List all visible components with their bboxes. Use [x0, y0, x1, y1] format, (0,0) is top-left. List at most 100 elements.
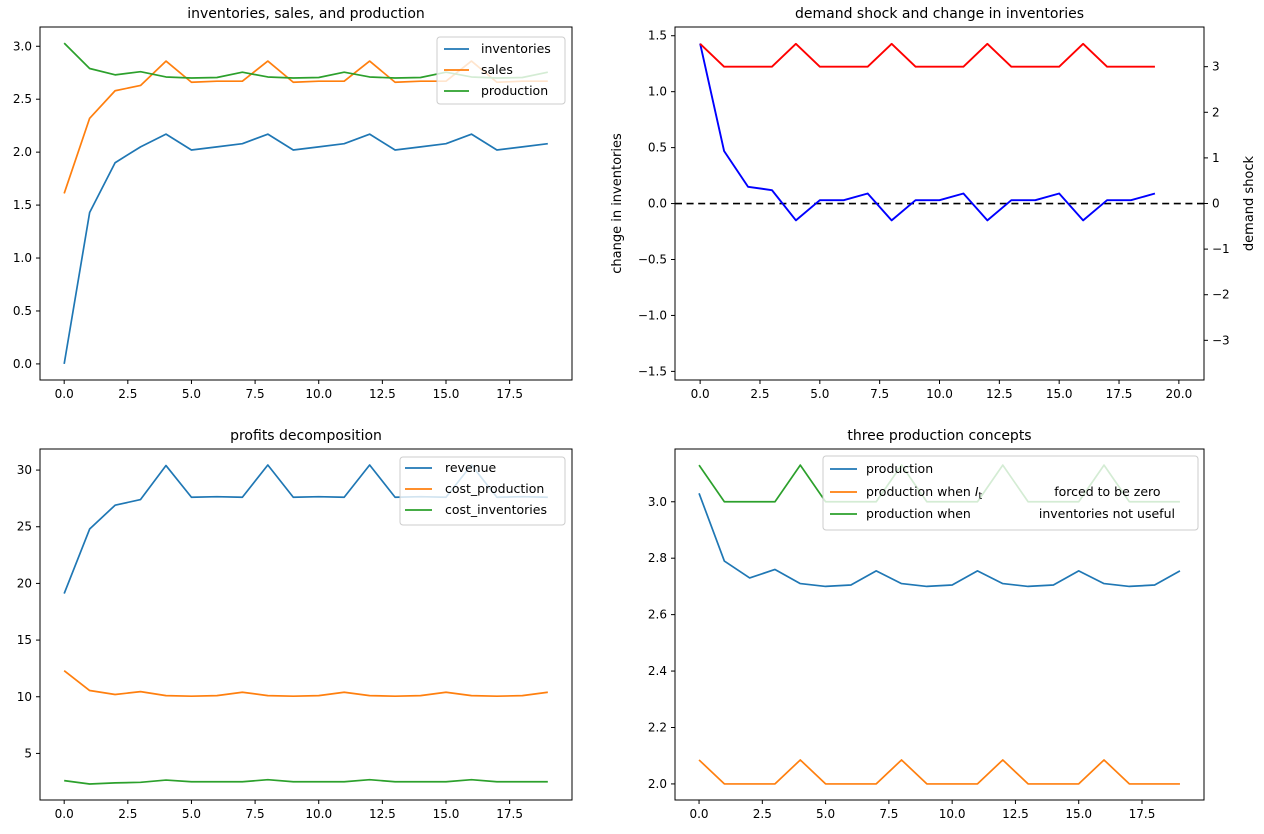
legend-label: production when It forced to be zero [866, 484, 1161, 502]
y-right-tick-label: 2 [1212, 105, 1220, 119]
y-right-tick-label: 1 [1212, 151, 1220, 165]
x-tick-label: 12.5 [369, 387, 396, 401]
legend-label: cost_inventories [445, 502, 547, 517]
x-tick-label: 5.0 [182, 807, 201, 821]
y-tick-label: 1.0 [13, 251, 32, 265]
x-tick-label: 0.0 [691, 387, 710, 401]
x-tick-label: 10.0 [305, 807, 332, 821]
subplot-three_production_concepts: 0.0 2.5 5.0 7.5 10.0 12.5 15.0 17.5 2.0 2.2 2.4 2.6… [648, 428, 1205, 821]
y-tick-label: 1.5 [13, 198, 32, 212]
y-tick-label: 2.6 [648, 608, 667, 622]
y-tick-label: 20 [17, 576, 32, 590]
x-tick-label: 15.0 [433, 807, 460, 821]
subplot-profits_decomposition: 0.0 2.5 5.0 7.5 10.0 12.5 15.0 17.5 5 10 15 20 25 30 p… [17, 428, 573, 821]
y-right-tick-label: −2 [1212, 288, 1230, 302]
x-tick-label: 15.0 [1065, 807, 1092, 821]
y-tick-label: 2.0 [13, 145, 32, 159]
y-tick-label: −0.5 [638, 252, 667, 266]
x-tick-label: 15.0 [433, 387, 460, 401]
series-line-inventories [63, 133, 548, 365]
x-tick-label: 10.0 [939, 807, 966, 821]
legend-label: production when inventories not useful [866, 506, 1175, 521]
x-tick-label: 0.0 [689, 807, 708, 821]
y-tick-label: 2.4 [648, 664, 667, 678]
x-tick-label: 2.5 [750, 387, 769, 401]
y-tick-label: −1.5 [638, 364, 667, 378]
x-tick-label: 5.0 [816, 807, 835, 821]
y-tick-label: 2.0 [648, 777, 667, 791]
x-tick-label: 7.5 [870, 387, 889, 401]
x-tick-label: 10.0 [305, 387, 332, 401]
legend-label: cost_production [445, 481, 544, 496]
y-tick-label: 2.8 [648, 551, 667, 565]
x-tick-label: 17.5 [1129, 807, 1156, 821]
y-tick-label: 2.5 [13, 92, 32, 106]
y-tick-label: 5 [24, 746, 32, 760]
series-line-production [698, 493, 1181, 588]
y-tick-label: 25 [17, 520, 32, 534]
x-tick-label: 2.5 [753, 807, 772, 821]
plot-border [674, 448, 1205, 801]
y-right-tick-label: 0 [1212, 197, 1220, 211]
y-tick-label: 3.0 [13, 39, 32, 53]
x-tick-label: 12.5 [1002, 807, 1029, 821]
x-tick-label: 2.5 [118, 387, 137, 401]
x-tick-label: 17.5 [1106, 387, 1133, 401]
legend-box [399, 456, 566, 526]
y-tick-label: 10 [17, 690, 32, 704]
legend-box [436, 36, 566, 105]
y-tick-label: 15 [17, 633, 32, 647]
x-tick-label: 15.0 [1046, 387, 1073, 401]
subplot-demand_shock_change_inventories: 0.0 2.5 5.0 7.5 10.0 12.5 15.0 17.5 20.0−1.5−1.0… [610, 6, 1257, 401]
y-tick-label: 0.5 [13, 304, 32, 318]
y-tick-label: 0.5 [648, 141, 667, 155]
y-tick-label: 3.0 [648, 495, 667, 509]
x-tick-label: 10.0 [926, 387, 953, 401]
y-right-tick-label: −1 [1212, 242, 1230, 256]
x-tick-label: 17.5 [496, 387, 523, 401]
y-tick-label: 1.0 [648, 85, 667, 99]
series-line-cost-production [63, 670, 548, 698]
x-tick-label: 12.5 [986, 387, 1013, 401]
series-line-cost-inventories [64, 778, 548, 785]
subplot-inventories_sales_production: 0.0 2.5 5.0 7.5 10.0 12.5 15.0 17.5 0.0 0.5 1.0 1.5… [13, 6, 573, 401]
series-line-production-when-i-t-forced-to-be-zero [698, 759, 1180, 785]
plot-border [39, 448, 573, 801]
legend-label: inventories [481, 41, 551, 56]
legend-label: sales [481, 62, 513, 77]
y-tick-label: 1.5 [648, 29, 667, 43]
y-tick-label: 30 [17, 463, 32, 477]
plot-border [674, 26, 1205, 381]
chart-title: inventories, sales, and production [187, 6, 425, 22]
legend-label: production [866, 461, 933, 476]
y-tick-label: 2.2 [648, 720, 667, 734]
ylabel-right: demand shock [1242, 155, 1257, 251]
chart-title: demand shock and change in inventories [795, 6, 1084, 22]
y-tick-label: 0.0 [648, 197, 667, 211]
ylabel-left: change in inventories [610, 133, 625, 274]
series-line-demand-shock [699, 42, 1155, 68]
x-tick-label: 0.0 [55, 387, 74, 401]
y-tick-label: −1.0 [638, 308, 667, 322]
x-tick-label: 20.0 [1166, 387, 1193, 401]
series-line-change-in-inventories [699, 43, 1156, 222]
x-tick-label: 7.5 [246, 387, 265, 401]
x-tick-label: 7.5 [246, 807, 265, 821]
x-tick-label: 12.5 [369, 807, 396, 821]
x-tick-label: 0.0 [55, 807, 74, 821]
chart-title: profits decomposition [230, 428, 382, 444]
legend-label: revenue [445, 460, 496, 475]
x-tick-label: 7.5 [879, 807, 898, 821]
chart-title: three production concepts [847, 428, 1031, 444]
legend-box [822, 455, 1199, 531]
x-tick-label: 2.5 [118, 807, 137, 821]
plot-border [39, 26, 573, 381]
legend-label: production [481, 83, 548, 98]
x-tick-label: 5.0 [182, 387, 201, 401]
y-tick-label: 0.0 [13, 357, 32, 371]
y-right-tick-label: −3 [1212, 333, 1230, 347]
x-tick-label: 5.0 [810, 387, 829, 401]
x-tick-label: 17.5 [496, 807, 523, 821]
